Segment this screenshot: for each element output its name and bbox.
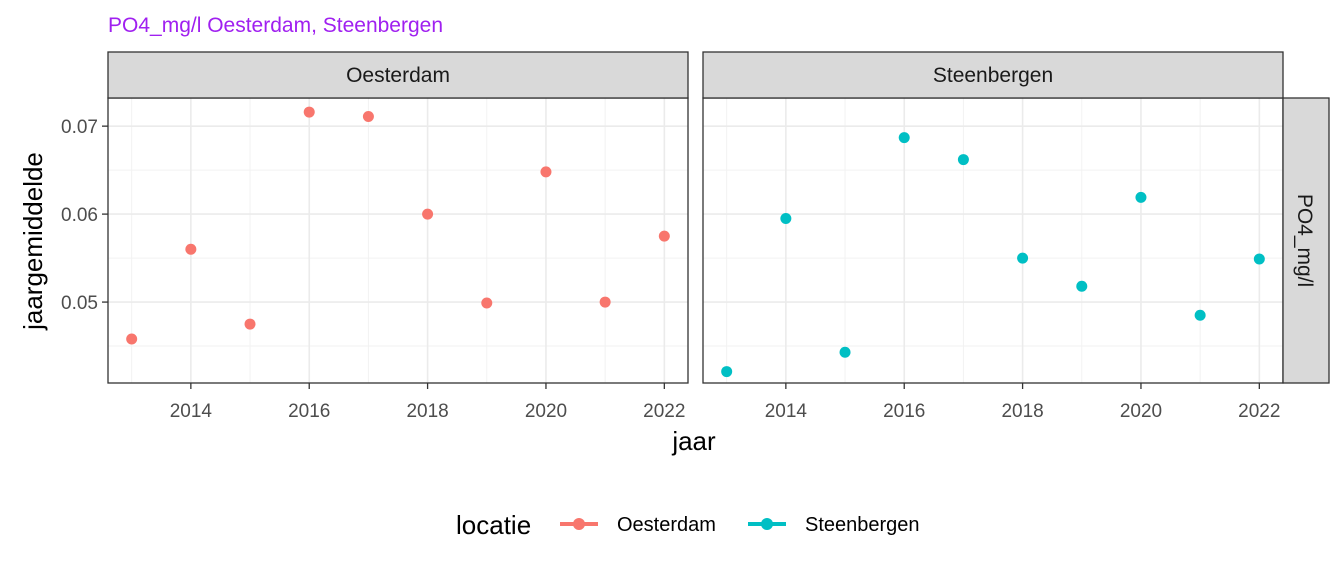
legend-item-oesterdam: Oesterdam: [560, 514, 716, 536]
panel-background: [108, 98, 688, 383]
x-axis-label: jaar: [671, 426, 716, 456]
legend-key-point: [761, 518, 773, 530]
facet-strip-row: [1282, 97, 1330, 384]
data-point: [658, 230, 670, 242]
data-point: [185, 243, 197, 255]
y-axis-label: jaargemiddelde: [18, 152, 48, 331]
y-tick-label: 0.06: [61, 205, 98, 226]
x-tick-label: 2022: [1238, 401, 1280, 422]
data-point: [957, 154, 969, 166]
x-tick-label: 2018: [1001, 401, 1043, 422]
panel-steenbergen: Steenbergen 2014 2016 2018 2020 2022: [702, 51, 1284, 422]
data-point: [362, 110, 374, 122]
facet-strip-label: Oesterdam: [346, 64, 450, 87]
x-tick-label: 2022: [643, 401, 685, 422]
data-point: [780, 213, 792, 225]
data-point: [481, 297, 493, 309]
data-point: [303, 106, 315, 118]
legend-label: Steenbergen: [805, 514, 920, 536]
data-point: [244, 318, 256, 330]
data-point: [1194, 309, 1206, 321]
data-point: [1135, 191, 1147, 203]
data-point: [898, 132, 910, 144]
y-tick-label: 0.05: [61, 293, 98, 314]
data-point: [1017, 252, 1029, 264]
data-point: [721, 366, 733, 378]
x-tick-label: 2014: [765, 401, 808, 422]
chart-title: PO4_mg/l Oesterdam, Steenbergen: [108, 14, 443, 37]
x-tick-label: 2016: [883, 401, 925, 422]
data-point: [599, 296, 611, 308]
legend-label: Oesterdam: [617, 514, 716, 536]
data-point: [126, 333, 138, 345]
y-tick-label: 0.07: [61, 117, 98, 138]
data-point: [1076, 280, 1088, 292]
x-tick-label: 2014: [170, 401, 213, 422]
x-tick-label: 2018: [406, 401, 448, 422]
legend: locatie Oesterdam Steenbergen: [456, 510, 920, 540]
facet-strip: [107, 51, 689, 99]
x-tick-label: 2020: [525, 401, 567, 422]
legend-title: locatie: [456, 510, 531, 540]
panel-oesterdam: Oesterdam 2014 2016 2018 2020 2022: [107, 51, 689, 422]
facet-strip: [702, 51, 1284, 99]
data-point: [422, 208, 434, 220]
data-point: [1253, 253, 1265, 265]
x-tick-label: 2020: [1120, 401, 1162, 422]
legend-item-steenbergen: Steenbergen: [748, 514, 920, 536]
facet-strip-label: Steenbergen: [933, 64, 1053, 87]
panel-background: [703, 98, 1283, 383]
legend-key-point: [573, 518, 585, 530]
facet-strip-row-label: PO4_mg/l: [1293, 194, 1316, 287]
data-point: [540, 166, 552, 178]
x-tick-label: 2016: [288, 401, 330, 422]
data-point: [839, 346, 851, 358]
